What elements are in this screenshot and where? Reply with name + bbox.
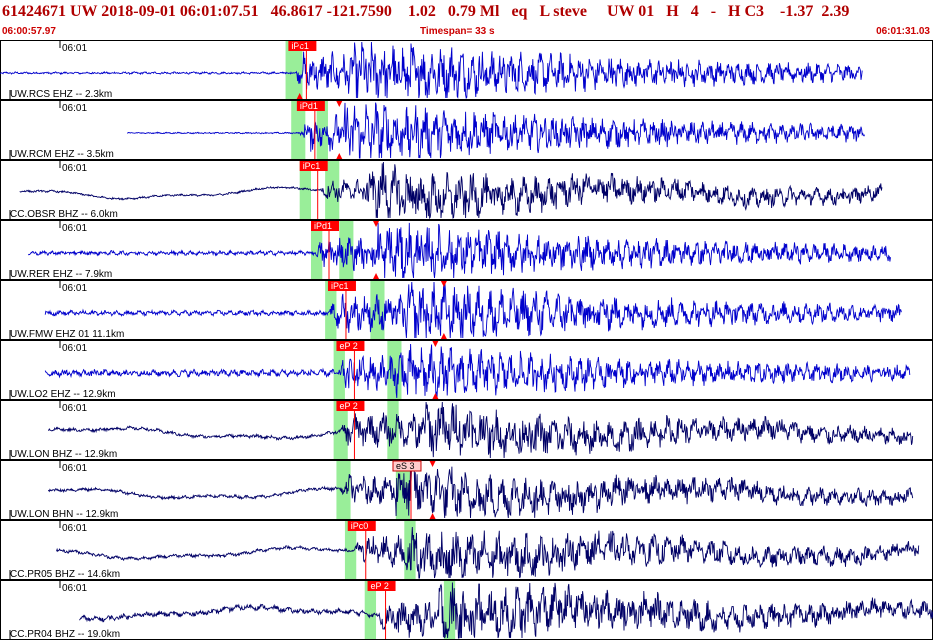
pick-flag bbox=[327, 281, 356, 291]
panel-time-label: 06:01 bbox=[62, 463, 87, 474]
time-bar: 06:00:57.97 Timespan= 33 s 06:01:31.03 bbox=[0, 26, 933, 38]
panel-time-label: 06:01 bbox=[62, 343, 87, 354]
station-label: UW.LON BHN -- 12.9km bbox=[10, 509, 118, 520]
pick-label: iPc0 bbox=[351, 521, 369, 531]
pick-label: eS 3 bbox=[396, 461, 415, 471]
waveform-line bbox=[0, 41, 863, 99]
pick-window bbox=[364, 581, 377, 639]
trace-panel: 06:01 iPc1 UW.FMW EHZ 01 11.1km bbox=[0, 280, 933, 340]
waveform-line bbox=[47, 461, 914, 519]
station-label: CC.PR05 BHZ -- 14.6km bbox=[10, 569, 120, 580]
panel-time-label: 06:01 bbox=[62, 103, 87, 114]
waveform-line bbox=[44, 281, 902, 339]
panel-time-label: 06:01 bbox=[62, 283, 87, 294]
trace-panel: 06:01 iPc0 CC.PR05 BHZ -- 14.6km bbox=[0, 520, 933, 580]
panel-time-label: 06:01 bbox=[62, 223, 87, 234]
theoretical-arrival-top bbox=[432, 341, 439, 347]
theoretical-arrival-bottom bbox=[373, 273, 380, 279]
theoretical-arrival-top bbox=[440, 281, 447, 287]
station-label: UW.LO2 EHZ -- 12.9km bbox=[10, 389, 116, 400]
event-header: 61424671 UW 2018-09-01 06:01:07.51 46.86… bbox=[0, 0, 933, 26]
panel-frame bbox=[0, 280, 933, 340]
pick-flag bbox=[336, 341, 365, 351]
trace-panel: 06:01 eP 2 CC.PR04 BHZ -- 19.0km bbox=[0, 580, 933, 640]
pick-flag bbox=[299, 161, 328, 171]
panel-time-label: 06:01 bbox=[62, 403, 87, 414]
theoretical-arrival-bottom bbox=[336, 153, 343, 159]
theoretical-arrival-bottom bbox=[432, 393, 439, 399]
pick-label: iPd1 bbox=[300, 101, 318, 111]
pick-flag bbox=[288, 41, 317, 51]
pick-label: iPc1 bbox=[303, 161, 321, 171]
pick-flag bbox=[311, 221, 339, 231]
pick-window bbox=[336, 461, 351, 519]
station-label: UW.FMW EHZ 01 11.1km bbox=[10, 329, 124, 340]
pick-label: eP 2 bbox=[339, 341, 357, 351]
pick-window bbox=[285, 41, 303, 99]
trace-panel: 06:01 iPd1 UW.RER EHZ -- 7.9km bbox=[0, 220, 933, 280]
pick-window bbox=[311, 221, 323, 279]
panel-time-label: 06:01 bbox=[62, 523, 87, 534]
panel-time-label: 06:01 bbox=[62, 583, 87, 594]
trace-panel: 06:01 eP 2 UW.LON BHZ -- 12.9km bbox=[0, 400, 933, 460]
waveform-line bbox=[44, 343, 911, 399]
pick-flag bbox=[336, 401, 365, 411]
pick-label: eP 2 bbox=[339, 401, 357, 411]
station-label: UW.RER EHZ -- 7.9km bbox=[10, 269, 112, 280]
panel-time-label: 06:01 bbox=[62, 163, 87, 174]
waveform-line bbox=[126, 102, 866, 159]
pick-label: eP 2 bbox=[371, 581, 389, 591]
theoretical-arrival-top bbox=[429, 461, 436, 467]
event-title: 61424671 UW 2018-09-01 06:01:07.51 46.86… bbox=[2, 3, 850, 20]
timespan-label: Timespan= 33 s bbox=[420, 26, 495, 37]
theoretical-arrival-top bbox=[336, 101, 343, 107]
pick-label: iPc1 bbox=[331, 281, 349, 291]
station-label: UW.RCS EHZ -- 2.3km bbox=[10, 89, 112, 100]
panel-time-label: 06:01 bbox=[62, 43, 87, 54]
pick-window bbox=[299, 161, 311, 219]
start-time: 06:00:57.97 bbox=[2, 26, 56, 37]
pick-flag bbox=[296, 101, 325, 111]
theoretical-arrival-top bbox=[296, 41, 303, 47]
pick-window bbox=[325, 161, 340, 219]
trace-panel: 06:01 eP 2 UW.LO2 EHZ -- 12.9km bbox=[0, 340, 933, 400]
pick-label: iPd1 bbox=[314, 221, 332, 231]
waveform-line bbox=[48, 401, 914, 459]
station-label: UW.RCM EHZ -- 3.5km bbox=[10, 149, 114, 160]
waveform-line bbox=[19, 161, 883, 220]
pick-window bbox=[344, 521, 357, 579]
theoretical-arrival-bottom bbox=[440, 333, 447, 339]
trace-panel: 06:01 iPd1 UW.RCM EHZ -- 3.5km bbox=[0, 100, 933, 160]
theoretical-arrival-top bbox=[373, 221, 380, 227]
trace-panel: 06:01 iPc1 CC.OBSR BHZ -- 6.0km bbox=[0, 160, 933, 220]
waveform-line bbox=[27, 222, 891, 279]
pick-flag bbox=[392, 460, 422, 472]
waveform-line bbox=[79, 582, 933, 639]
station-label: UW.LON BHZ -- 12.9km bbox=[10, 449, 117, 460]
theoretical-arrival-bottom bbox=[429, 513, 436, 519]
pick-flag bbox=[347, 521, 376, 531]
panel-frame bbox=[0, 40, 933, 100]
waveform-line bbox=[56, 526, 920, 579]
panel-frame bbox=[0, 160, 933, 220]
trace-panel: 06:01 eS 3 UW.LON BHN -- 12.9km bbox=[0, 460, 933, 520]
station-label: CC.OBSR BHZ -- 6.0km bbox=[10, 209, 118, 220]
theoretical-arrival-bottom bbox=[296, 93, 303, 99]
pick-flag bbox=[367, 581, 396, 591]
station-label: CC.PR04 BHZ -- 19.0km bbox=[10, 629, 120, 640]
pick-window bbox=[387, 341, 402, 399]
end-time: 06:01:31.03 bbox=[876, 26, 930, 37]
pick-window bbox=[291, 101, 306, 159]
